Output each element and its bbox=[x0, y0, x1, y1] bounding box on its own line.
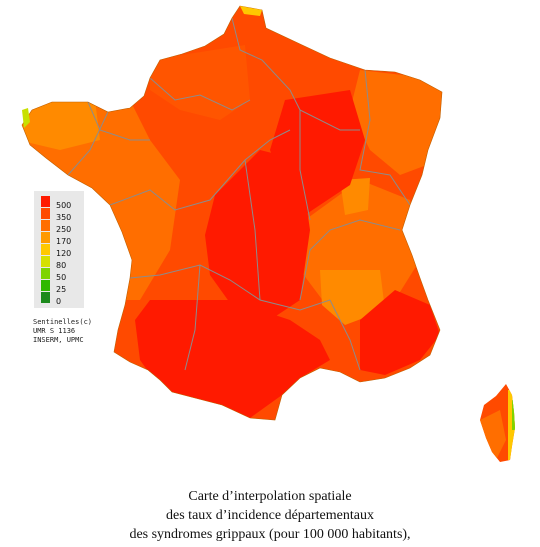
legend-label: 120 bbox=[56, 249, 72, 258]
caption-line: Carte d’interpolation spatiale bbox=[188, 489, 352, 504]
incidence-map: 500 350 250 170 120 80 50 25 0 Sentinell… bbox=[21, 5, 515, 462]
corsica bbox=[480, 384, 515, 462]
zone-east bbox=[350, 70, 442, 175]
legend-swatch bbox=[41, 256, 50, 267]
legend-swatch bbox=[41, 268, 50, 279]
legend-label: 250 bbox=[56, 225, 72, 234]
zone-northwest bbox=[150, 45, 250, 120]
zone-south bbox=[135, 300, 330, 418]
legend-swatch bbox=[41, 292, 50, 303]
france-map-svg bbox=[21, 5, 515, 462]
map-caption: Carte d’interpolation spatiale des taux … bbox=[0, 487, 540, 544]
zone-rhone bbox=[320, 270, 385, 325]
caption-line: des taux d’incidence départementaux bbox=[166, 508, 374, 523]
legend-swatch bbox=[41, 196, 50, 207]
legend-swatch bbox=[41, 208, 50, 219]
legend-swatch bbox=[41, 232, 50, 243]
france-outline bbox=[21, 5, 443, 421]
legend-swatch bbox=[41, 220, 50, 231]
credit-line: Sentinelles(c) bbox=[33, 318, 93, 326]
legend-label: 350 bbox=[56, 213, 72, 222]
zone-center bbox=[205, 150, 310, 320]
zone-jura bbox=[340, 178, 370, 215]
zone-north-tip bbox=[240, 6, 262, 16]
credit-line: UMR S 1136 bbox=[33, 327, 76, 335]
credit-line: INSERM, UPMC bbox=[33, 336, 84, 344]
map-legend: 500 350 250 170 120 80 50 25 0 bbox=[34, 191, 84, 308]
legend-label: 80 bbox=[56, 261, 67, 270]
legend-label: 500 bbox=[56, 201, 72, 210]
boundaries bbox=[67, 17, 411, 371]
legend-label: 25 bbox=[56, 285, 67, 294]
legend-swatch bbox=[41, 244, 50, 255]
zone-brittany-tip bbox=[22, 108, 30, 128]
caption-line: des syndromes grippaux (pour 100 000 hab… bbox=[129, 527, 411, 542]
legend-label: 50 bbox=[56, 273, 67, 282]
zone-southeast bbox=[360, 290, 440, 375]
legend-swatch bbox=[41, 280, 50, 291]
legend-label: 170 bbox=[56, 237, 72, 246]
legend-label: 0 bbox=[56, 297, 62, 306]
zone-brittany-coast bbox=[22, 100, 100, 150]
